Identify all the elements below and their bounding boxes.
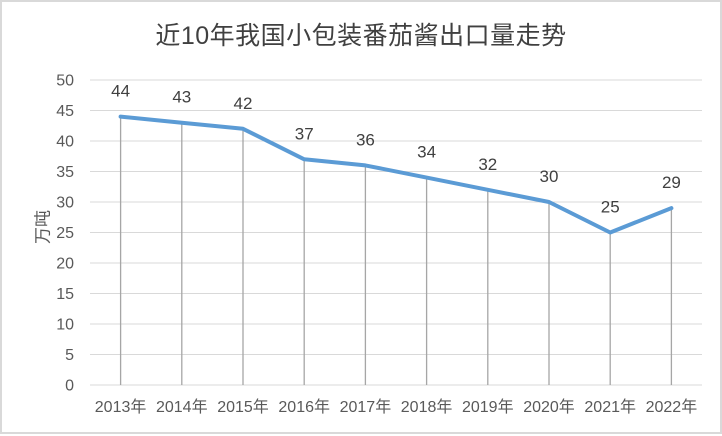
y-tick-label: 30 [56, 195, 74, 212]
y-tick-label: 40 [56, 134, 74, 151]
x-tick-label: 2017年 [340, 398, 392, 416]
data-label: 29 [662, 173, 681, 192]
series-line [118, 114, 674, 235]
y-tick-label: 15 [56, 286, 74, 303]
y-tick-label: 35 [56, 164, 74, 181]
data-label: 30 [540, 167, 559, 186]
data-label: 34 [417, 143, 436, 162]
y-tick-label: 25 [56, 225, 74, 242]
x-tick-label: 2014年 [156, 398, 208, 416]
x-tick-label: 2013年 [95, 398, 147, 416]
x-tick-label: 2015年 [217, 398, 269, 416]
data-label: 36 [356, 130, 375, 149]
chart-title: 近10年我国小包装番茄酱出口量走势 [155, 22, 567, 50]
data-label: 44 [111, 82, 130, 101]
data-label: 25 [601, 198, 620, 217]
x-tick-label: 2020年 [523, 398, 575, 416]
y-tick-label: 0 [65, 378, 74, 395]
y-tick-label: 5 [65, 347, 74, 364]
data-label: 43 [172, 88, 191, 107]
x-tick-label: 2019年 [462, 398, 514, 416]
x-tick-label: 2016年 [278, 398, 330, 416]
data-label: 42 [234, 94, 253, 113]
y-tick-label: 50 [56, 73, 74, 90]
data-label: 37 [295, 124, 314, 143]
y-tick-label: 20 [56, 256, 74, 273]
x-tick-label: 2022年 [646, 398, 698, 416]
data-label: 32 [478, 155, 497, 174]
x-tick-label: 2018年 [401, 398, 453, 416]
y-tick-label: 10 [56, 317, 74, 334]
y-tick-label: 45 [56, 103, 74, 120]
x-tick-label: 2021年 [584, 398, 636, 416]
